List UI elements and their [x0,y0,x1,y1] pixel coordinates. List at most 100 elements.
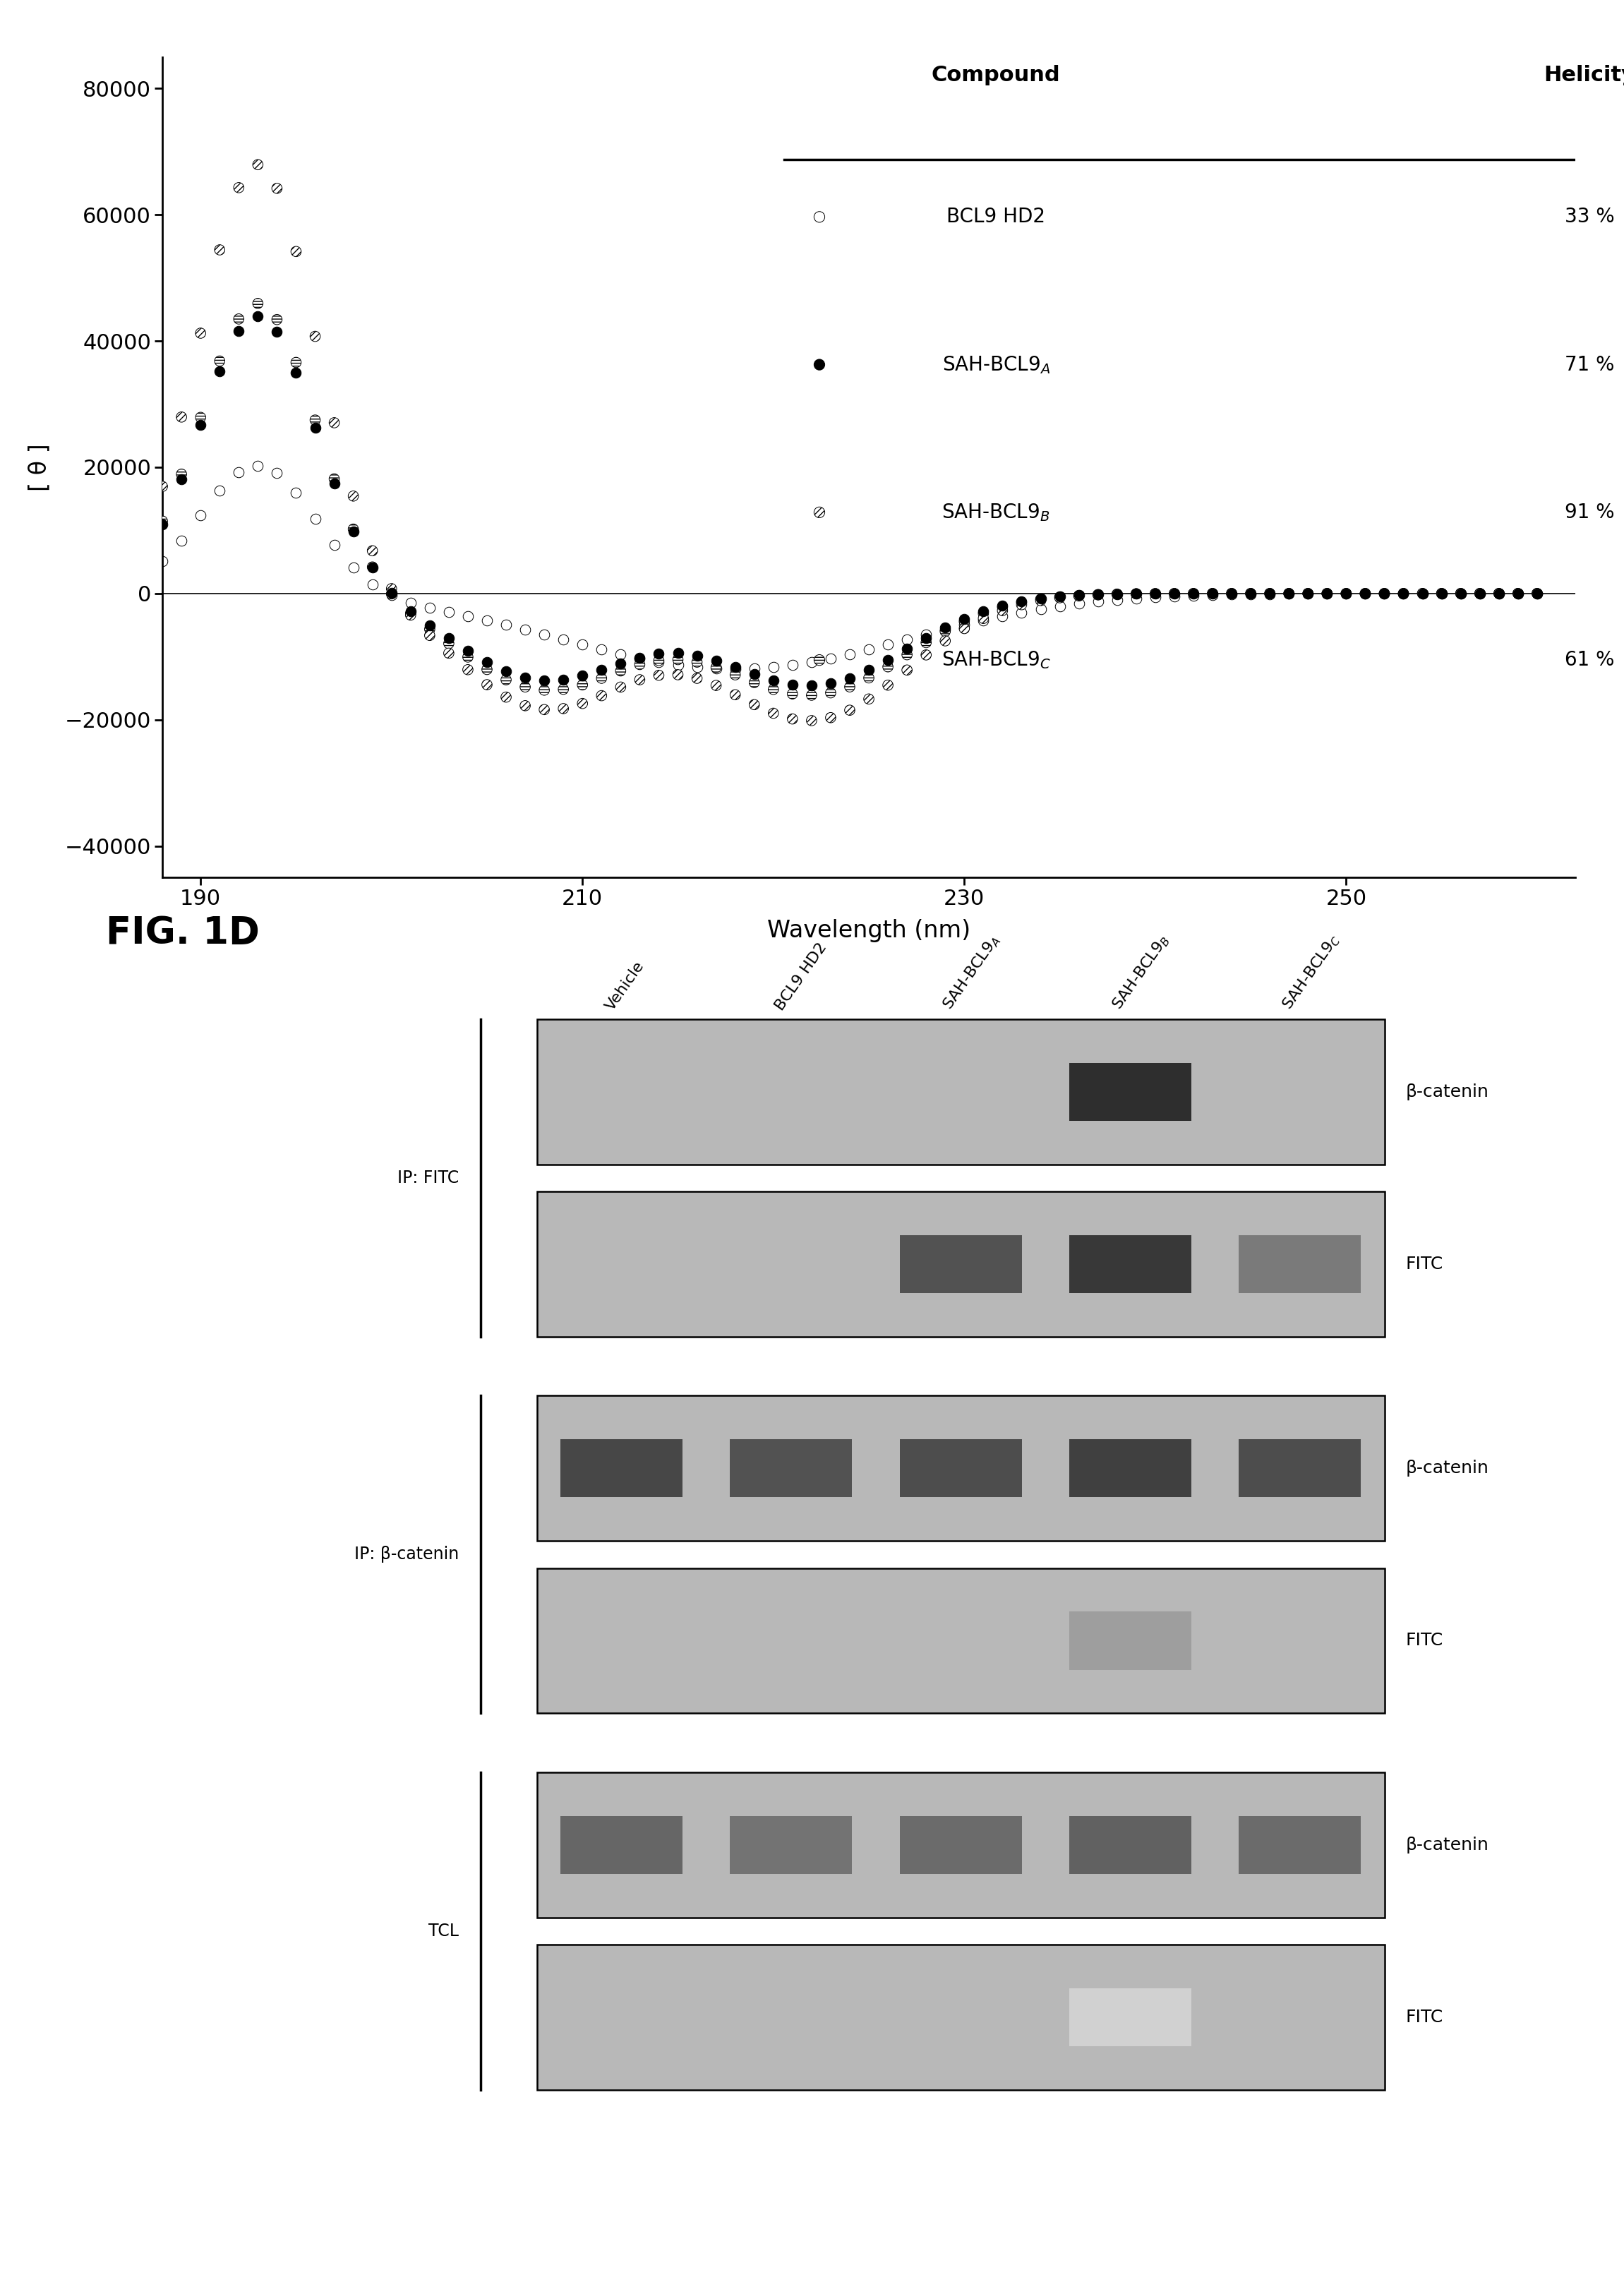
Point [1257,576,1283,613]
Point [1028,590,1054,626]
Point [417,617,443,653]
Point [455,597,481,633]
Point [169,460,195,496]
Point [1276,576,1302,613]
Text: β-catenin: β-catenin [1406,1460,1489,1478]
Point [512,660,538,697]
Point [723,656,749,692]
Point [435,626,461,663]
Point [703,651,729,688]
Point [646,658,672,694]
Point [1161,576,1187,613]
Point [799,701,825,738]
Point [512,610,538,647]
Point [302,319,328,355]
Point [435,619,461,656]
Point [932,613,958,649]
Point [378,576,404,613]
Point [398,592,424,628]
Point [1047,581,1073,617]
Point [531,617,557,653]
Point [1314,576,1340,613]
Point [760,663,786,699]
Point [989,587,1015,624]
Bar [538,1191,1385,1337]
Point [1447,576,1473,613]
Point [435,594,461,631]
Point [302,401,328,437]
Bar [1069,1439,1192,1498]
Point [1200,576,1226,613]
Point [531,672,557,708]
Point [913,624,939,660]
Point [703,667,729,704]
Point [1276,576,1302,613]
Point [1200,576,1226,613]
Point [1486,576,1512,613]
Point [607,653,633,690]
Text: SAH-BCL9$_B$: SAH-BCL9$_B$ [1109,931,1173,1013]
Point [646,642,672,679]
Point [341,510,367,546]
Point [741,665,767,701]
Point [169,455,195,492]
Point [1429,576,1455,613]
Point [322,526,348,562]
Point [875,642,901,679]
Point [359,567,385,603]
Text: FITC: FITC [1406,1633,1444,1649]
Point [149,544,175,581]
Point [741,651,767,688]
Point [1218,576,1244,613]
Point [723,651,749,688]
Point [1390,576,1416,613]
Point [971,594,997,631]
Point [741,685,767,722]
Bar [538,1945,1385,2090]
Point [807,642,833,679]
Point [664,642,690,679]
Text: SAH-BCL9$_C$: SAH-BCL9$_C$ [1280,931,1343,1013]
Point [875,667,901,704]
Point [265,455,291,492]
Point [952,606,978,642]
Point [245,449,271,485]
Point [455,633,481,669]
Point [703,649,729,685]
Point [398,597,424,633]
Point [760,672,786,708]
Point [359,533,385,569]
Point [245,298,271,335]
Point [856,631,882,667]
Point [1257,576,1283,613]
Point [570,685,596,722]
Point [245,285,271,321]
Text: IP: β-catenin: IP: β-catenin [354,1546,460,1562]
Point [226,168,252,205]
Point [989,592,1015,628]
Text: FITC: FITC [1406,2008,1444,2027]
Point [875,649,901,685]
Point [799,644,825,681]
Point [206,471,232,508]
Point [952,603,978,640]
Point [627,640,653,676]
Bar [538,1020,1385,1164]
Text: Helicity: Helicity [1543,66,1624,87]
Bar [1239,1439,1361,1498]
Point [1085,583,1111,619]
Point [684,649,710,685]
Point [588,679,614,715]
Point [206,344,232,380]
Point [531,692,557,729]
Text: Vehicle: Vehicle [603,959,646,1013]
Point [1429,576,1455,613]
Point [1333,576,1359,613]
Point [1333,576,1359,613]
Point [1353,576,1379,613]
Point [588,660,614,697]
Point [359,549,385,585]
Bar [1239,1817,1361,1874]
Point [226,453,252,490]
Point [1181,576,1207,613]
